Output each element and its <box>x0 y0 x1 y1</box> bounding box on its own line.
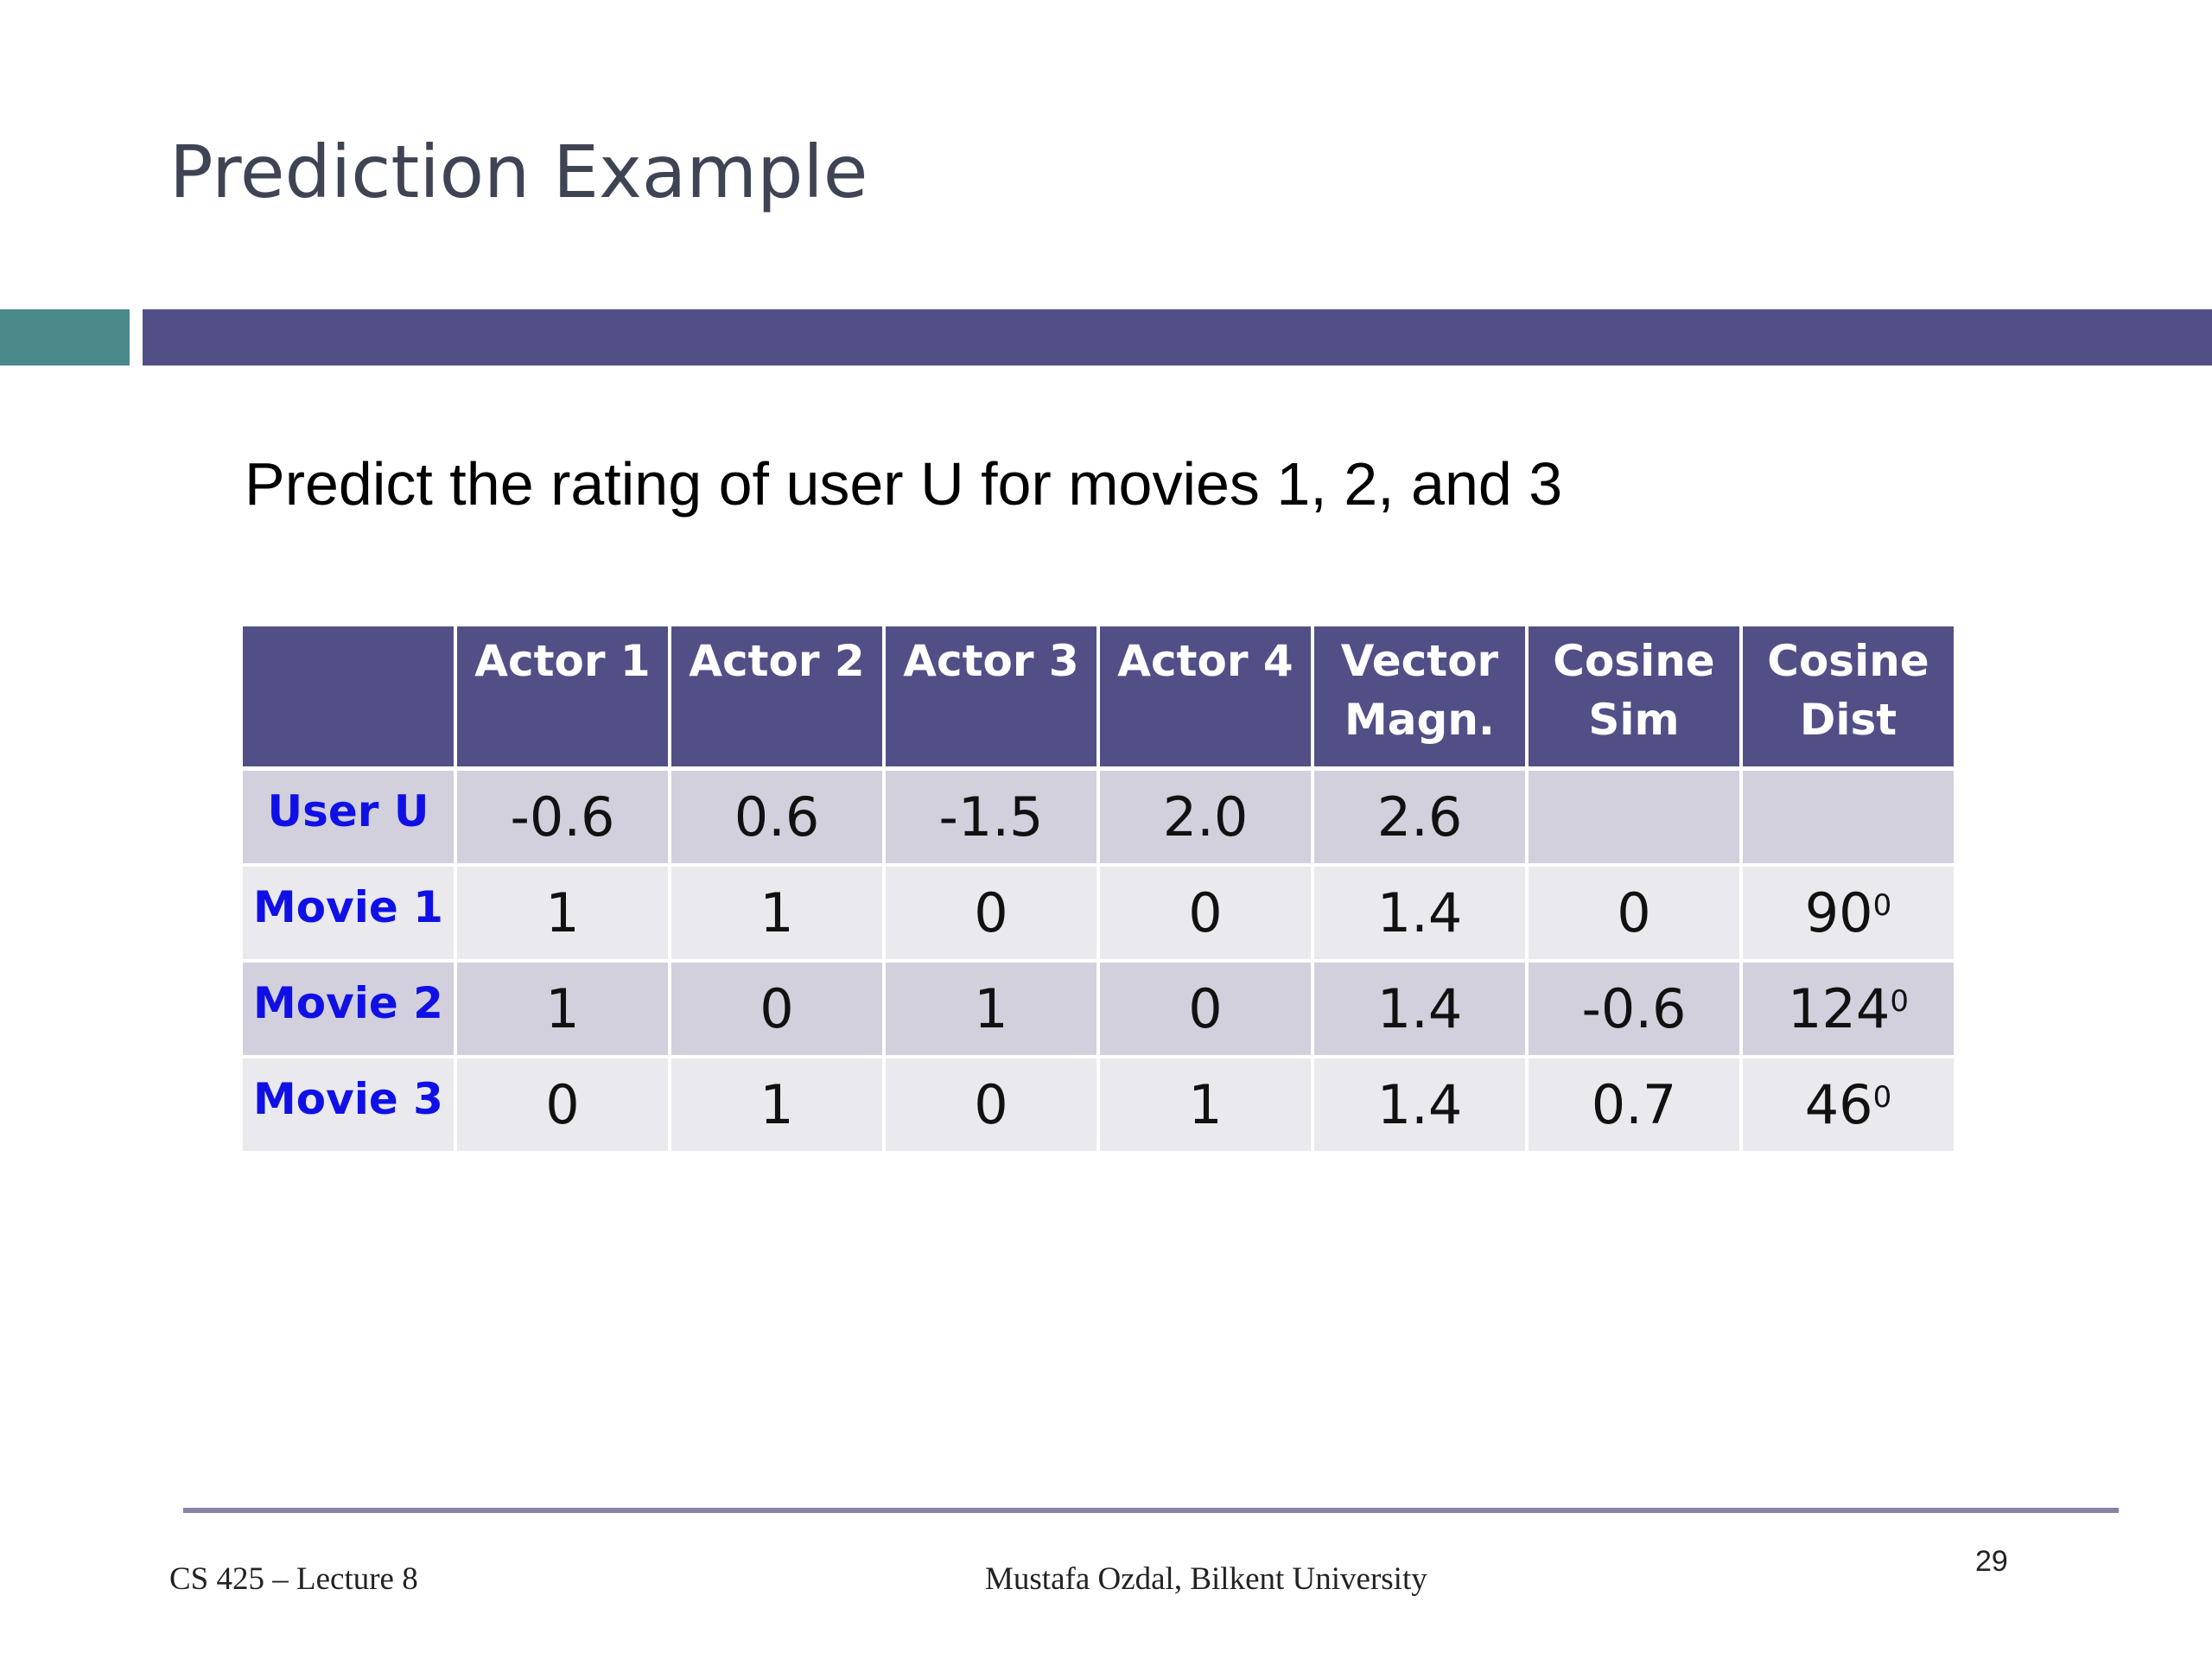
table-cell: 0 <box>671 963 882 1058</box>
table-cell: 1 <box>457 867 668 963</box>
table-cell: 1 <box>1100 1058 1311 1154</box>
table-cell: -0.6 <box>457 771 668 867</box>
rating-table: Actor 1 Actor 2 Actor 3 Actor 4 Vector Ma… <box>239 626 1957 1154</box>
table-row-movie-1: Movie 1 1 1 0 0 1.4 0 900 <box>243 867 1954 963</box>
table-cell: 460 <box>1743 1058 1954 1154</box>
table-cell: 0 <box>457 1058 668 1154</box>
table-cell: 0 <box>1529 867 1739 963</box>
header-actor-3: Actor 3 <box>886 626 1096 771</box>
table-cell: 1 <box>457 963 668 1058</box>
table-cell: 2.6 <box>1314 771 1525 867</box>
footer-author: Mustafa Ozdal, Bilkent University <box>985 1561 1427 1597</box>
header-cosine-dist: Cosine Dist <box>1743 626 1954 771</box>
header-actor-4: Actor 4 <box>1100 626 1311 771</box>
slide-title: Prediction Example <box>169 130 868 214</box>
header-actor-2: Actor 2 <box>671 626 882 771</box>
footer-divider <box>183 1508 2119 1513</box>
row-label: Movie 2 <box>243 963 454 1058</box>
slide-subtitle: Predict the rating of user U for movies … <box>245 450 1563 518</box>
table-cell <box>1743 771 1954 867</box>
table-cell: 0 <box>1100 963 1311 1058</box>
table-cell: 1240 <box>1743 963 1954 1058</box>
header-corner <box>243 626 454 771</box>
table-cell: 1 <box>671 867 882 963</box>
row-label: Movie 1 <box>243 867 454 963</box>
table-cell: 0.6 <box>671 771 882 867</box>
table-cell: 0.7 <box>1529 1058 1739 1154</box>
table-row-user-u: User U -0.6 0.6 -1.5 2.0 2.6 <box>243 771 1954 867</box>
table-cell <box>1529 771 1739 867</box>
table-cell: 1 <box>886 963 1096 1058</box>
table-cell: 2.0 <box>1100 771 1311 867</box>
table-cell: 0 <box>886 867 1096 963</box>
table-cell: 1.4 <box>1314 963 1525 1058</box>
header-cosine-sim: Cosine Sim <box>1529 626 1739 771</box>
footer-course: CS 425 – Lecture 8 <box>169 1561 418 1597</box>
table-row-movie-3: Movie 3 0 1 0 1 1.4 0.7 460 <box>243 1058 1954 1154</box>
row-label: Movie 3 <box>243 1058 454 1154</box>
table-cell: -0.6 <box>1529 963 1739 1058</box>
title-band-accent <box>0 309 130 365</box>
table-row-movie-2: Movie 2 1 0 1 0 1.4 -0.6 1240 <box>243 963 1954 1058</box>
table-header-row: Actor 1 Actor 2 Actor 3 Actor 4 Vector Ma… <box>243 626 1954 771</box>
table-cell: 900 <box>1743 867 1954 963</box>
table-cell: -1.5 <box>886 771 1096 867</box>
row-label: User U <box>243 771 454 867</box>
table-cell: 1.4 <box>1314 867 1525 963</box>
page-number: 29 <box>1975 1545 2008 1578</box>
table-cell: 0 <box>1100 867 1311 963</box>
title-band <box>143 309 2212 365</box>
table-cell: 1 <box>671 1058 882 1154</box>
table-cell: 0 <box>886 1058 1096 1154</box>
header-vector-magn: Vector Magn. <box>1314 626 1525 771</box>
header-actor-1: Actor 1 <box>457 626 668 771</box>
table-cell: 1.4 <box>1314 1058 1525 1154</box>
